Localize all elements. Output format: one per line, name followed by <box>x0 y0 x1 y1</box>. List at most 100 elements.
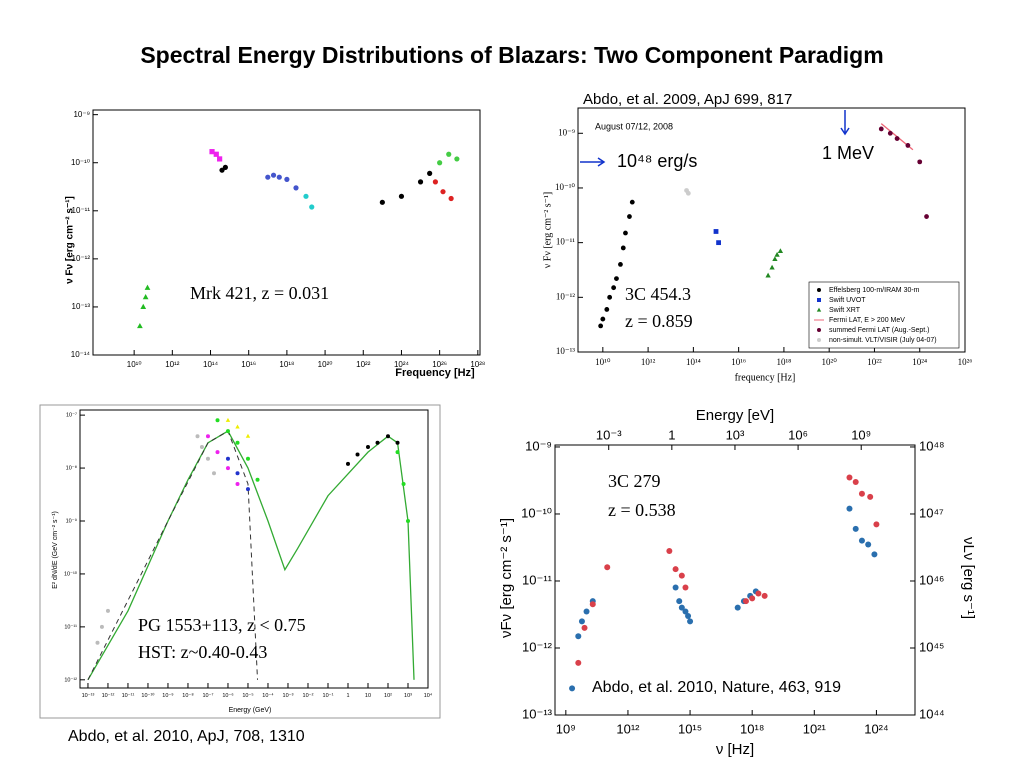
data-point <box>398 193 405 199</box>
data-point <box>385 434 390 439</box>
y-axis-label: E² dN/dE (GeV cm⁻² s⁻¹) <box>52 511 59 589</box>
annotation: z = 0.859 <box>625 311 693 331</box>
data-point <box>309 204 315 210</box>
x-tick-label: 10⁻¹⁰ <box>141 692 155 699</box>
x-tick-label: 10²⁶ <box>958 357 973 367</box>
data-point <box>620 245 626 251</box>
y-tick-label: 10⁻⁹ <box>73 110 90 119</box>
x2-tick-label: 10⁻³ <box>596 427 622 442</box>
x-tick-label: 10¹⁴ <box>203 360 219 369</box>
y-tick-label: 10⁻¹² <box>72 254 91 263</box>
x-tick-label: 10²⁴ <box>912 357 927 367</box>
data-point <box>769 264 775 270</box>
data-point <box>618 262 623 267</box>
panel-frame <box>39 404 441 719</box>
data-point <box>255 477 260 482</box>
data-point <box>682 608 689 615</box>
x-tick-label: 10⁻² <box>303 693 314 699</box>
data-point <box>858 490 865 497</box>
y-tick-label: 10⁻¹¹ <box>556 237 575 247</box>
data-point <box>924 214 929 219</box>
data-point <box>379 199 385 205</box>
data-point <box>105 608 110 613</box>
x2-tick-label: 10⁹ <box>851 427 871 442</box>
y2-tick-label: 10⁴⁶ <box>919 572 944 587</box>
data-point <box>427 170 433 176</box>
data-point <box>195 434 200 439</box>
data-point <box>213 151 219 157</box>
x-tick-label: 10¹² <box>165 360 180 369</box>
x-tick-label: 10⁻¹¹ <box>122 693 135 699</box>
data-point <box>600 316 606 322</box>
annotation: August 07/12, 2008 <box>595 121 673 131</box>
x-tick-label: 10¹⁶ <box>731 357 746 367</box>
data-point <box>589 601 596 608</box>
data-point <box>270 172 277 178</box>
data-point <box>894 136 900 141</box>
data-point <box>265 174 271 180</box>
data-point <box>209 149 215 155</box>
data-point <box>627 214 632 219</box>
data-point <box>211 471 216 476</box>
data-point <box>99 624 104 629</box>
data-point <box>575 633 582 640</box>
x-tick-label: 10⁹ <box>556 721 576 736</box>
x-tick-label: 10²⁸ <box>470 360 485 369</box>
data-point <box>235 481 240 486</box>
data-point <box>440 189 446 195</box>
data-point <box>852 525 859 532</box>
x-tick-label: 10¹⁰ <box>595 357 611 367</box>
data-point <box>682 584 689 591</box>
y-tick-label: 10⁻¹² <box>64 677 77 683</box>
data-point <box>734 604 741 611</box>
data-point <box>873 521 880 528</box>
y-tick-label: 10⁻⁸ <box>66 465 77 472</box>
data-point <box>448 195 454 202</box>
data-point <box>623 230 628 236</box>
data-point <box>95 640 100 645</box>
arrow <box>840 110 850 136</box>
data-point <box>583 608 590 615</box>
data-point <box>365 444 370 449</box>
x-tick-label: 10¹⁸ <box>776 357 791 367</box>
data-point <box>598 323 604 329</box>
data-point <box>575 659 582 666</box>
data-point <box>205 434 210 439</box>
data-point <box>905 143 911 148</box>
legend-label: summed Fermi LAT (Aug.-Sept.) <box>829 327 930 334</box>
y2-tick-label: 10⁴⁴ <box>919 706 945 721</box>
data-point <box>235 424 240 429</box>
x-tick-label: 10²⁴ <box>394 360 410 369</box>
x-tick-label: 10⁻³ <box>283 693 294 699</box>
x-tick-label: 10⁻⁸ <box>182 692 193 699</box>
arrow <box>580 157 606 167</box>
x-tick-label: 10⁻⁷ <box>202 692 213 699</box>
data-point <box>235 471 240 476</box>
data-point <box>713 229 719 234</box>
data-point <box>871 551 878 558</box>
data-point <box>446 151 452 157</box>
x-tick-label: 10²² <box>867 357 882 367</box>
data-point <box>852 479 859 486</box>
data-point <box>235 440 240 445</box>
data-point <box>225 417 231 422</box>
x-tick-label: 10⁻⁵ <box>242 692 253 699</box>
data-point <box>685 613 692 620</box>
x2-tick-label: 1 <box>668 427 675 442</box>
data-point <box>607 294 613 300</box>
data-point <box>569 685 576 692</box>
data-point <box>355 452 360 457</box>
data-point <box>345 461 350 466</box>
annotation: Mrk 421, z = 0.031 <box>190 283 329 303</box>
y-axis-label: ν Fν [erg cm⁻² s⁻¹] <box>542 192 553 269</box>
x-tick-label: 10²⁴ <box>864 721 888 736</box>
x-tick-label: 10¹² <box>641 357 656 367</box>
x-tick-label: 10⁻¹ <box>323 693 334 699</box>
citation: Abdo, et al. 2010, ApJ, 708, 1310 <box>68 728 305 745</box>
data-point <box>225 456 230 461</box>
legend-label: Swift UVOT <box>829 297 866 304</box>
annotation: HST: z~0.40-0.43 <box>138 642 267 662</box>
data-point <box>205 456 210 461</box>
legend-label: Effelsberg 100-m/IRAM 30-m <box>829 287 920 294</box>
